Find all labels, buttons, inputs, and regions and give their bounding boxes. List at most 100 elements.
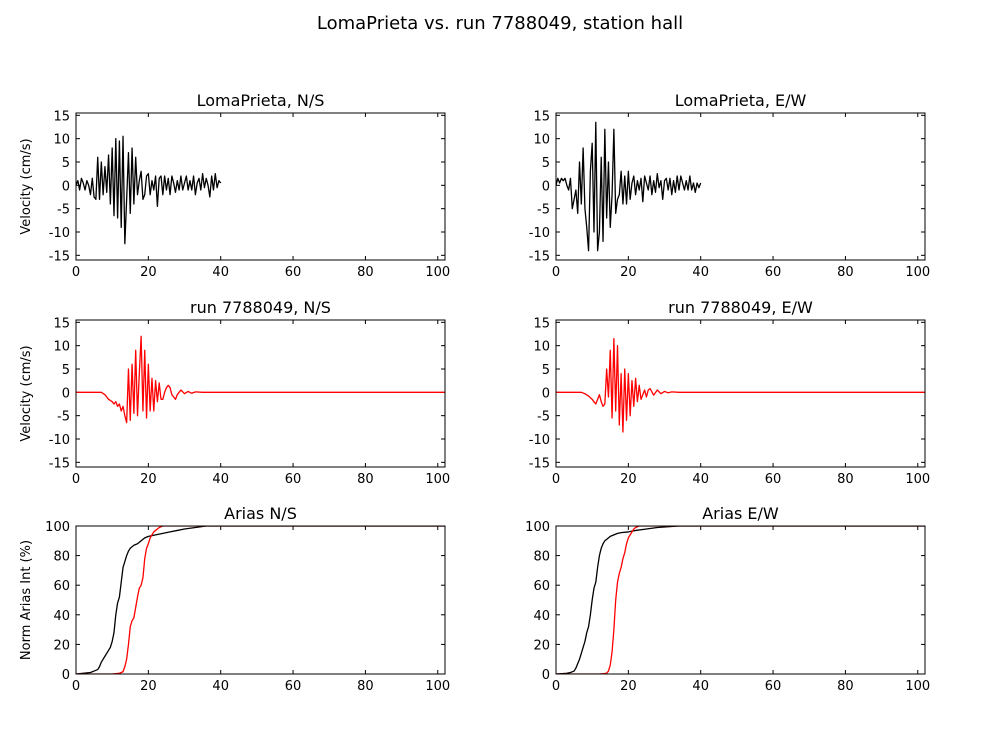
x-tick-label: 60 — [285, 679, 302, 694]
x-tick-label: 20 — [140, 472, 157, 487]
chart-vel-ns-run: 0 20 40 60 80 100 -15 -10 -5 0 5 10 15 run 7788049, N… — [19, 298, 450, 487]
x-tick-label: 0 — [552, 265, 560, 280]
y-axis-label: Norm Arias Int (%) — [19, 540, 34, 660]
y-tick-label: 5 — [62, 156, 70, 171]
y-tick-label: 15 — [533, 109, 550, 124]
y-tick-label: 0 — [62, 668, 70, 683]
y-tick-label: -10 — [529, 226, 550, 241]
plot-frame — [75, 112, 446, 261]
y-tick-label: -10 — [529, 433, 550, 448]
plot-frame — [555, 525, 926, 675]
series-line-simulation — [556, 338, 925, 433]
series-line-simulation — [76, 335, 445, 424]
x-tick-label: 100 — [425, 265, 450, 280]
x-tick-label: 0 — [72, 679, 80, 694]
y-tick-label: -15 — [49, 249, 70, 264]
y-tick-label: 40 — [53, 609, 70, 624]
panel-title: LomaPrieta, N/S — [197, 91, 325, 110]
series-line-simulation — [76, 526, 445, 674]
plot-frame — [75, 525, 446, 675]
x-tick-label: 60 — [765, 679, 782, 694]
y-tick-label: 0 — [542, 668, 550, 683]
x-tick-label: 20 — [620, 265, 637, 280]
y-tick-label: 100 — [525, 520, 550, 535]
y-tick-label: 0 — [62, 386, 70, 401]
y-tick-label: 0 — [542, 386, 550, 401]
y-tick-label: -5 — [57, 203, 70, 218]
x-tick-label: 20 — [140, 265, 157, 280]
plot-frame — [555, 319, 926, 468]
y-tick-label: 0 — [542, 179, 550, 194]
x-tick-label: 60 — [285, 265, 302, 280]
y-tick-label: 80 — [53, 550, 70, 565]
chart-arias-ns: 0 20 40 60 80 100 0 20 40 60 80 100 Arias N/S Norm Ar… — [19, 504, 450, 694]
x-tick-label: 80 — [357, 472, 374, 487]
y-tick-label: 80 — [533, 550, 550, 565]
x-tick-label: 60 — [285, 472, 302, 487]
x-tick-label: 0 — [72, 265, 80, 280]
x-tick-label: 60 — [765, 472, 782, 487]
x-tick-label: 20 — [140, 679, 157, 694]
x-tick-label: 100 — [905, 472, 930, 487]
chart-vel-ns-record: 0 20 40 60 80 100 -15 -10 -5 0 5 10 15 LomaPrieta, N/… — [19, 91, 450, 280]
y-axis-label: Velocity (cm/s) — [19, 138, 34, 234]
y-tick-label: 10 — [533, 133, 550, 148]
x-tick-label: 80 — [837, 679, 854, 694]
x-tick-label: 40 — [212, 472, 229, 487]
x-tick-label: 40 — [212, 265, 229, 280]
y-tick-label: 5 — [542, 156, 550, 171]
x-tick-label: 40 — [212, 679, 229, 694]
figure-title: LomaPrieta vs. run 7788049, station hall — [317, 13, 683, 34]
y-tick-label: 100 — [45, 520, 70, 535]
y-tick-label: 60 — [53, 579, 70, 594]
x-tick-label: 0 — [552, 472, 560, 487]
panel-title: run 7788049, E/W — [668, 298, 813, 317]
y-axis-label: Velocity (cm/s) — [19, 345, 34, 441]
x-tick-label: 40 — [692, 265, 709, 280]
x-tick-label: 80 — [357, 265, 374, 280]
series-line-record — [556, 526, 925, 674]
y-tick-label: 10 — [53, 133, 70, 148]
x-tick-label: 40 — [692, 679, 709, 694]
y-tick-label: -5 — [537, 410, 550, 425]
y-tick-label: -10 — [49, 433, 70, 448]
y-tick-label: -5 — [537, 203, 550, 218]
x-tick-label: 100 — [425, 679, 450, 694]
x-tick-label: 80 — [357, 679, 374, 694]
chart-arias-ew: 0 20 40 60 80 100 0 20 40 60 80 100 Arias E/W — [525, 504, 930, 694]
y-tick-label: 5 — [542, 363, 550, 378]
x-tick-label: 0 — [72, 472, 80, 487]
x-tick-label: 80 — [837, 472, 854, 487]
x-tick-label: 20 — [620, 679, 637, 694]
y-tick-label: 15 — [53, 316, 70, 331]
x-tick-label: 100 — [905, 679, 930, 694]
y-tick-label: -5 — [57, 410, 70, 425]
y-tick-label: -15 — [529, 249, 550, 264]
series-line-record — [76, 135, 222, 245]
x-tick-label: 80 — [837, 265, 854, 280]
x-tick-label: 60 — [765, 265, 782, 280]
panel-title: run 7788049, N/S — [190, 298, 331, 317]
y-tick-label: 40 — [533, 609, 550, 624]
plot-frame — [555, 112, 926, 261]
panel-title: Arias N/S — [224, 504, 297, 523]
y-tick-label: 20 — [53, 638, 70, 653]
y-tick-label: 15 — [53, 109, 70, 124]
y-tick-label: 20 — [533, 638, 550, 653]
panel-title: Arias E/W — [702, 504, 779, 523]
panel-title: LomaPrieta, E/W — [675, 91, 807, 110]
chart-vel-ew-record: 0 20 40 60 80 100 -15 -10 -5 0 5 10 15 LomaPrieta, E/… — [529, 91, 930, 280]
y-tick-label: 60 — [533, 579, 550, 594]
y-tick-label: -15 — [529, 456, 550, 471]
series-line-record — [556, 121, 702, 252]
x-tick-label: 40 — [692, 472, 709, 487]
x-tick-label: 20 — [620, 472, 637, 487]
x-tick-label: 100 — [905, 265, 930, 280]
y-tick-label: 5 — [62, 363, 70, 378]
chart-vel-ew-run: 0 20 40 60 80 100 -15 -10 -5 0 5 10 15 run 7788049, E… — [529, 298, 930, 487]
y-tick-label: 10 — [533, 340, 550, 355]
x-tick-label: 0 — [552, 679, 560, 694]
series-line-simulation — [556, 526, 925, 674]
